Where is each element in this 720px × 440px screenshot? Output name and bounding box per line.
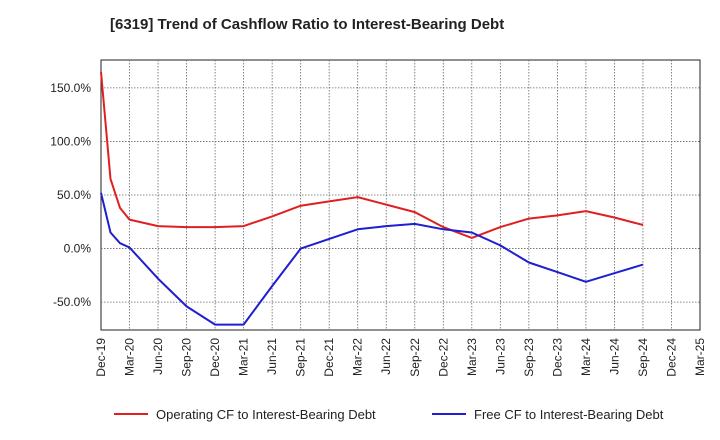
y-tick-label: 100.0% (50, 134, 91, 148)
x-tick-label: Dec-24 (664, 338, 678, 377)
x-tick-label: Dec-20 (208, 338, 222, 377)
x-tick-label: Mar-21 (237, 338, 251, 376)
x-tick-label: Mar-24 (579, 338, 593, 376)
plot-area (100, 59, 701, 331)
x-tick-label: Dec-23 (550, 338, 564, 377)
legend-label-operating-cf: Operating CF to Interest-Bearing Debt (156, 407, 376, 422)
x-tick-label: Mar-23 (465, 338, 479, 376)
x-tick-label: Jun-24 (607, 338, 621, 375)
x-tick-label: Dec-19 (94, 338, 108, 377)
x-tick-label: Sep-22 (408, 338, 422, 377)
y-tick-label: 0.0% (64, 242, 92, 256)
x-tick-label: Jun-21 (265, 338, 279, 375)
series-line-operating-cf (100, 71, 644, 239)
x-tick-label: Sep-20 (180, 338, 194, 377)
x-tick-label: Dec-21 (322, 338, 336, 377)
x-tick-label: Mar-25 (693, 338, 707, 376)
legend-label-free-cf: Free CF to Interest-Bearing Debt (474, 407, 664, 422)
y-tick-label: -50.0% (53, 295, 91, 309)
x-tick-label: Jun-22 (379, 338, 393, 375)
x-tick-label: Sep-24 (636, 338, 650, 377)
series-line-free-cf (100, 192, 644, 326)
x-tick-label: Sep-23 (522, 338, 536, 377)
x-tick-label: Jun-20 (151, 338, 165, 375)
y-tick-label: 50.0% (57, 188, 91, 202)
chart-title: [6319] Trend of Cashflow Ratio to Intere… (110, 16, 505, 33)
x-tick-label: Jun-23 (493, 338, 507, 375)
x-tick-label: Dec-22 (436, 338, 450, 377)
y-tick-label: 150.0% (50, 81, 91, 95)
x-tick-label: Sep-21 (294, 338, 308, 377)
x-tick-label: Mar-22 (351, 338, 365, 376)
x-tick-label: Mar-20 (123, 338, 137, 376)
